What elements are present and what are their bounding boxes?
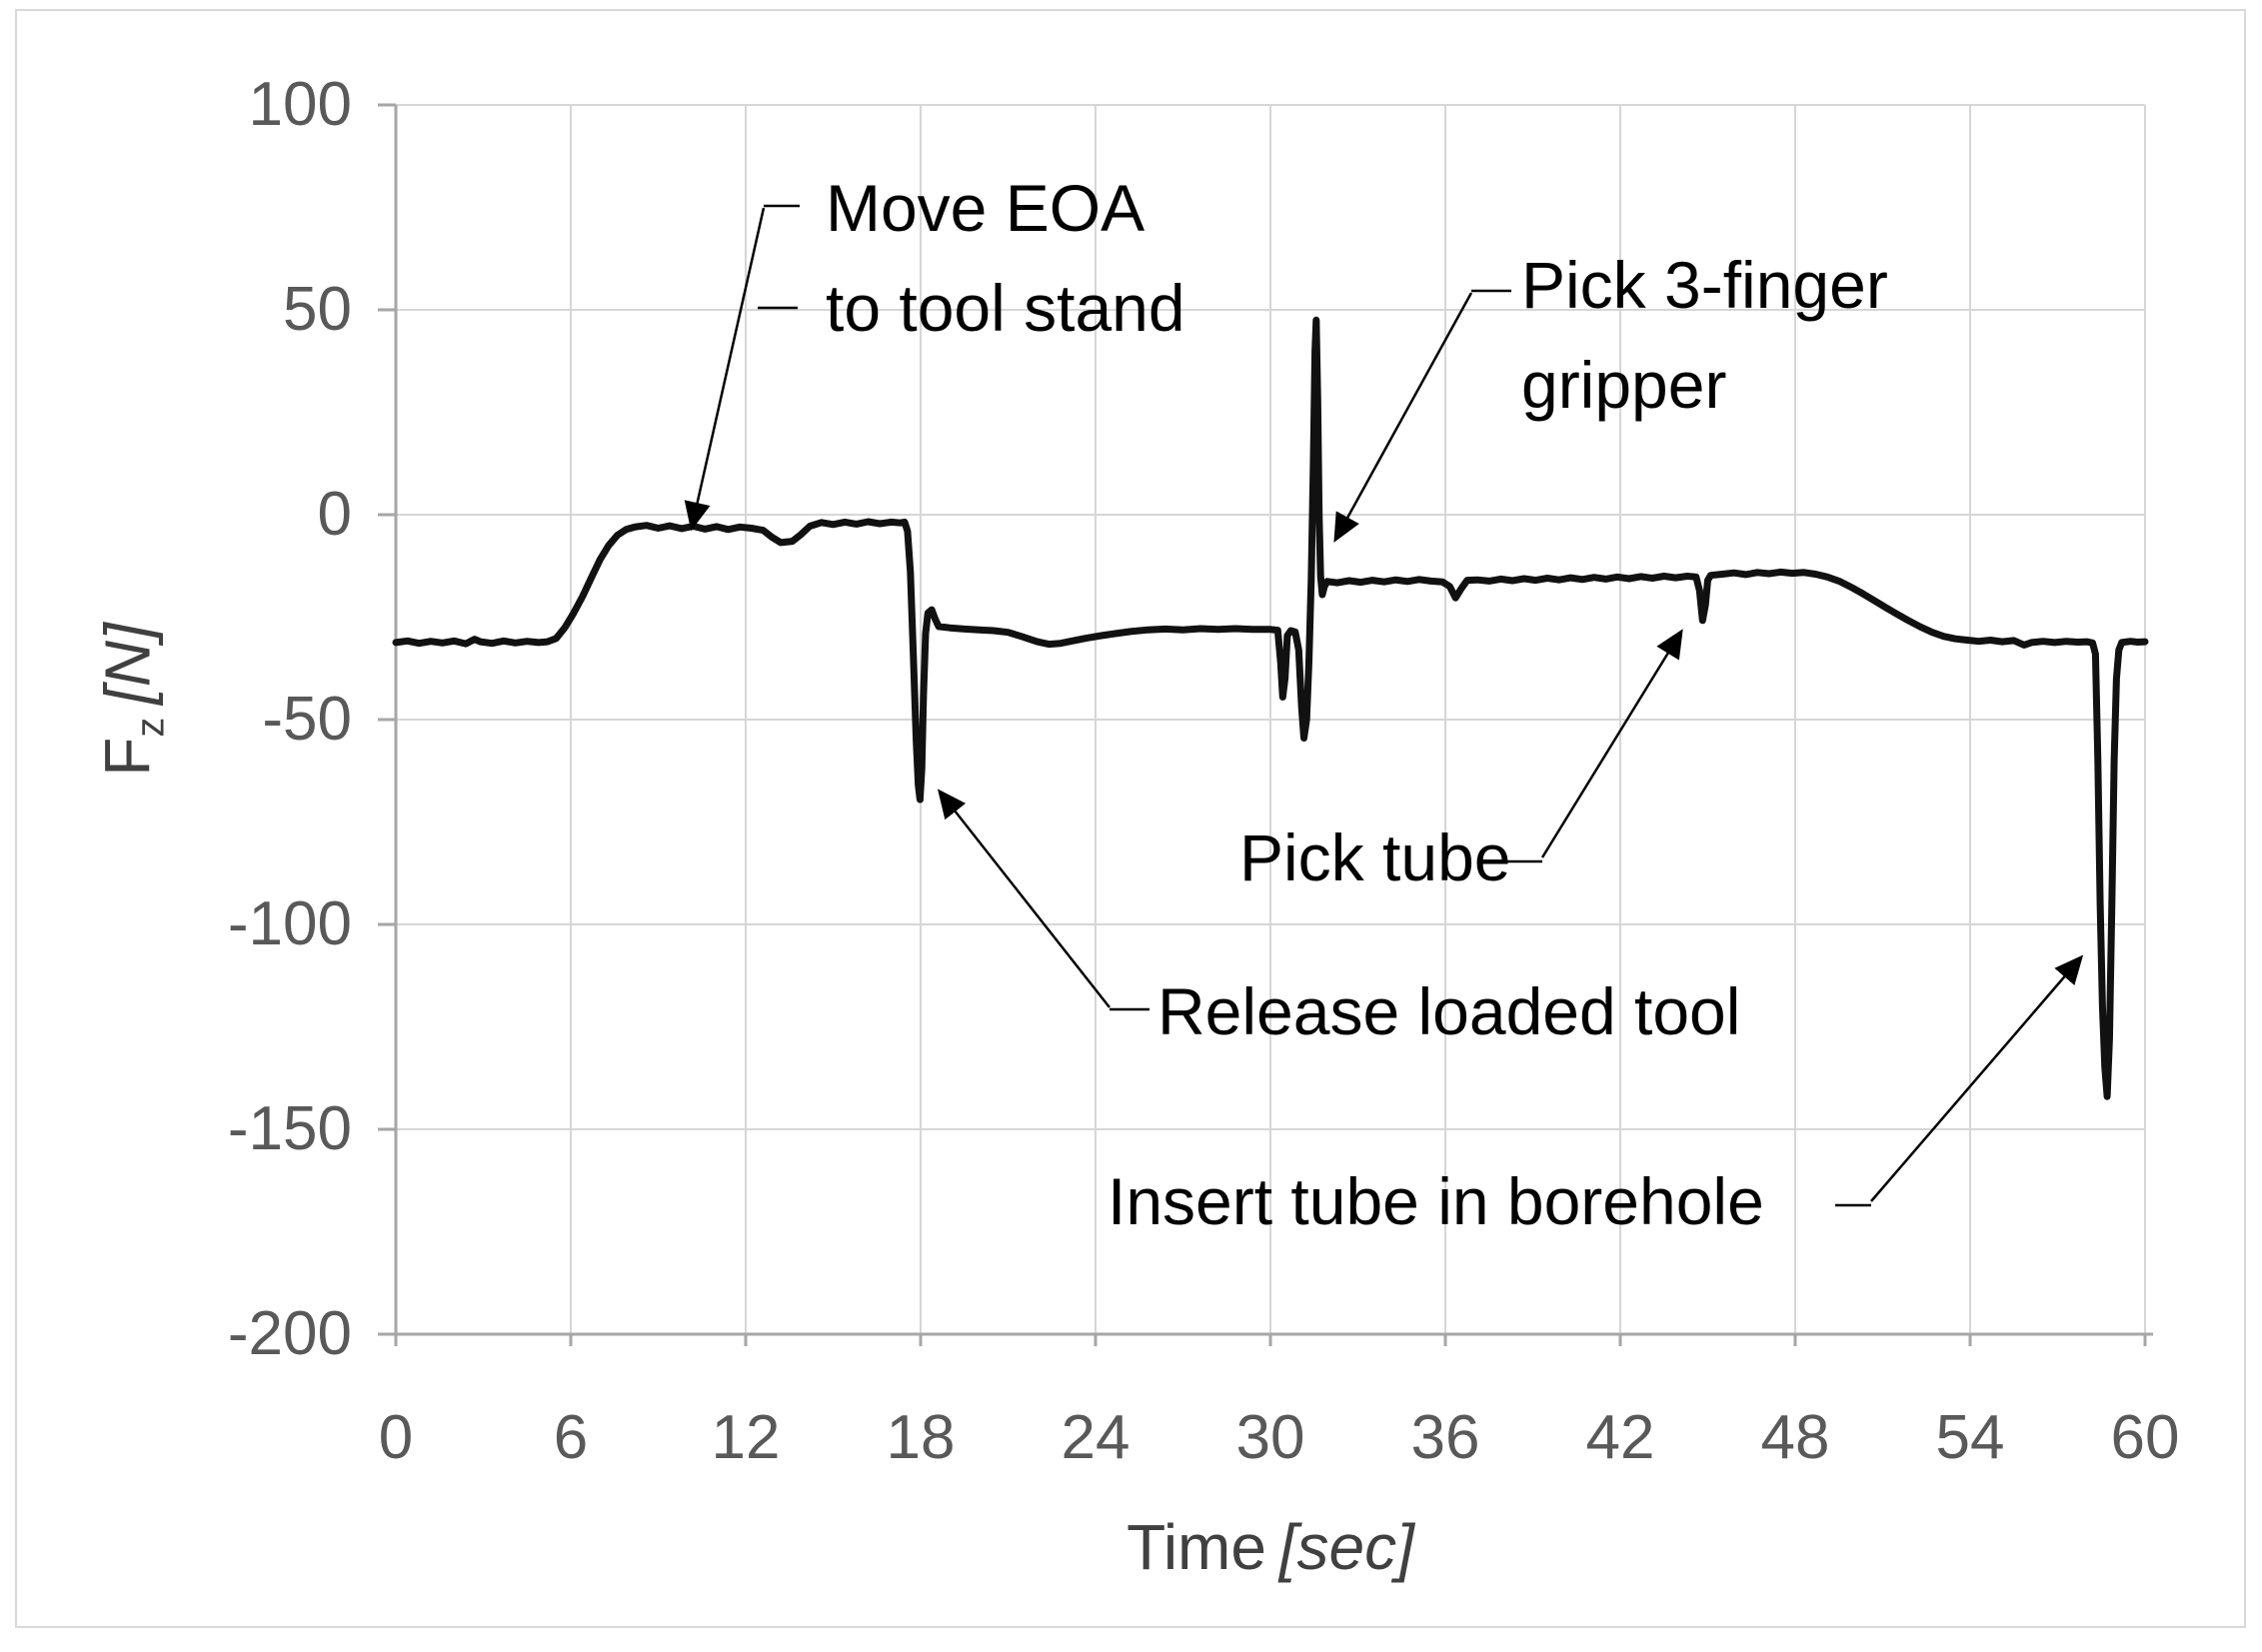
insert-tube-leader-arrow: [1870, 954, 2084, 1202]
pick-tube-leader-arrow: [1540, 629, 1683, 858]
figure-frame: [15, 9, 2246, 1628]
axes: [378, 103, 2153, 1346]
move-eoa-leader-arrow: [684, 207, 766, 532]
annotation-leaders: [684, 204, 2084, 1207]
pick-3finger-leader-arrow: [1333, 292, 1473, 543]
fz-trace: [392, 316, 2149, 1100]
gridlines: [396, 104, 2147, 1334]
release-tool-leader-arrow: [937, 789, 1111, 1008]
